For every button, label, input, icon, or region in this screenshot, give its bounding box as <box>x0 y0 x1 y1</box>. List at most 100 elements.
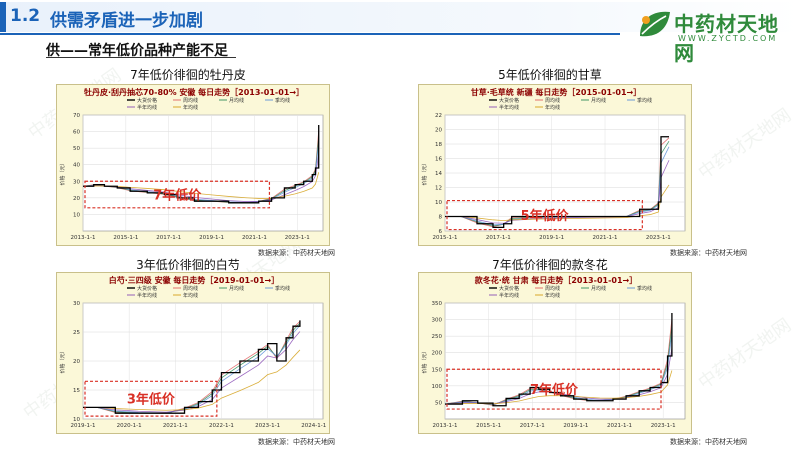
y-tick-label: 200 <box>432 351 443 357</box>
legend-label: 季均线 <box>637 285 652 292</box>
legend-label: 大货价格 <box>499 97 519 104</box>
panel-title-kuandonghua: 7年低价徘徊的款冬花 <box>492 258 608 272</box>
x-tick-label: 2019-1-1 <box>563 423 588 429</box>
y-tick-label: 8 <box>439 215 443 221</box>
source-note: 数据来源：中药材天地网 <box>670 438 747 446</box>
source-note: 数据来源：中药材天地网 <box>258 438 335 446</box>
legend-label: 年均线 <box>545 292 560 299</box>
legend-label: 半年均线 <box>499 292 519 299</box>
x-tick-label: 2015-1-1 <box>476 423 501 429</box>
header-accent-bar <box>0 2 6 32</box>
y-tick-label: 6 <box>439 229 443 235</box>
slide-subtitle: 供——常年低价品种产能不足 <box>46 43 228 59</box>
legend-label: 月均线 <box>591 285 606 292</box>
y-tick-label: 10 <box>435 200 442 206</box>
y-tick-label: 350 <box>432 301 443 307</box>
y-tick-label: 60 <box>73 130 80 136</box>
legend-label: 大货价格 <box>137 285 157 292</box>
panel-title-gancao: 5年低价徘徊的甘草 <box>498 68 602 82</box>
y-tick-label: 16 <box>435 157 442 163</box>
x-tick-label: 2021-1-1 <box>607 423 632 429</box>
legend-label: 周均线 <box>545 97 560 104</box>
price-line <box>83 320 301 414</box>
plot-area <box>444 302 686 420</box>
legend-label: 年均线 <box>545 104 560 111</box>
y-tick-label: 22 <box>435 113 442 119</box>
x-tick-label: 2019-1-1 <box>71 423 96 429</box>
legend-label: 周均线 <box>183 285 198 292</box>
x-tick-label: 2019-1-1 <box>199 235 224 241</box>
chart-baishao: 白芍·三四级 安徽 每日走势［2019-01-01→］ 大货价格 周均线 月均线 季均线… <box>56 272 330 434</box>
average-line <box>445 184 670 222</box>
panel-title-baishao: 3年低价徘徊的白芍 <box>136 258 240 272</box>
brand-logo: 中药材天地网 WWW.ZYCTD.COM <box>636 4 796 65</box>
x-tick-label: 2021-1-1 <box>163 423 188 429</box>
legend-label: 月均线 <box>229 285 244 292</box>
y-tick-label: 100 <box>432 384 443 390</box>
section-number: 1.2 <box>10 6 41 26</box>
average-line <box>83 325 301 414</box>
y-tick-label: 30 <box>73 179 80 185</box>
chart-title: 牡丹皮·刮丹抽芯70-80% 安徽 每日走势［2013-01-01→］ <box>84 87 304 97</box>
x-tick-label: 2023-1-1 <box>285 235 310 241</box>
logo-name: 中药材天地网 <box>674 12 779 65</box>
watermark: 中药材天地网 <box>694 104 796 184</box>
y-tick-label: 10 <box>73 417 80 423</box>
chart-svg-kuandonghua: 款冬花·统 甘肃 每日走势［2013-01-01→］大货价格 周均线 月均线 季均线半… <box>421 275 686 429</box>
legend-label: 半年均线 <box>137 104 157 111</box>
chart-gancao: 甘草·毛草统 新疆 每日走势［2015-01-01→］ 大货价格 周均线 月均线 季均线… <box>418 84 692 246</box>
x-tick-label: 2019-1-1 <box>539 235 564 241</box>
legend-label: 大货价格 <box>499 285 519 292</box>
legend-label: 大货价格 <box>137 97 157 104</box>
low-price-label: 3年低价 <box>127 392 176 408</box>
average-line <box>82 172 320 199</box>
y-tick-label: 50 <box>73 146 80 152</box>
y-tick-label: 150 <box>432 367 443 373</box>
legend-label: 年均线 <box>183 104 198 111</box>
low-price-label: 5年低价 <box>521 208 570 224</box>
x-tick-label: 2024-1-1 <box>301 423 326 429</box>
y-axis-label: 价格（元） <box>59 348 66 373</box>
x-tick-label: 2017-1-1 <box>486 235 511 241</box>
y-tick-label: 20 <box>73 359 80 365</box>
y-tick-label: 300 <box>432 318 443 324</box>
watermark: 中药材天地网 <box>694 314 796 394</box>
x-tick-label: 2023-1-1 <box>646 235 671 241</box>
leaf-icon <box>640 11 670 37</box>
low-price-box <box>84 380 218 417</box>
source-note: 数据来源：中药材天地网 <box>670 249 747 257</box>
header-underline <box>0 33 620 35</box>
y-tick-label: 12 <box>435 186 442 192</box>
x-tick-label: 2021-1-1 <box>242 235 267 241</box>
legend-label: 年均线 <box>183 292 198 299</box>
average-line <box>82 154 320 202</box>
chart-title: 甘草·毛草统 新疆 每日走势［2015-01-01→］ <box>471 87 641 97</box>
section-title: 供需矛盾进一步加剧 <box>50 11 203 31</box>
legend-label: 半年均线 <box>137 292 157 299</box>
x-tick-label: 2015-1-1 <box>433 235 458 241</box>
x-tick-label: 2013-1-1 <box>433 423 458 429</box>
chart-title: 款冬花·统 甘肃 每日走势［2013-01-01→］ <box>475 275 637 285</box>
x-tick-label: 2023-1-1 <box>651 423 676 429</box>
y-axis-label: 价格（元） <box>421 160 428 185</box>
x-tick-label: 2023-1-1 <box>255 423 280 429</box>
low-price-box <box>446 368 662 410</box>
x-tick-label: 2013-1-1 <box>71 235 96 241</box>
chart-svg-baishao: 白芍·三四级 安徽 每日走势［2019-01-01→］大货价格 周均线 月均线 季均线… <box>59 275 326 429</box>
y-tick-label: 20 <box>73 196 80 202</box>
y-tick-label: 250 <box>432 334 443 340</box>
legend-label: 季均线 <box>275 285 290 292</box>
y-tick-label: 15 <box>73 388 80 394</box>
y-tick-label: 20 <box>435 128 442 134</box>
chart-title: 白芍·三四级 安徽 每日走势［2019-01-01→］ <box>109 275 279 285</box>
y-tick-label: 14 <box>435 171 442 177</box>
chart-mudanpi: 牡丹皮·刮丹抽芯70-80% 安徽 每日走势［2013-01-01→］ 大货价格 周… <box>56 84 330 246</box>
x-tick-label: 2017-1-1 <box>520 423 545 429</box>
logo-url: WWW.ZYCTD.COM <box>678 34 778 43</box>
x-tick-label: 2020-1-1 <box>117 423 142 429</box>
y-tick-label: 40 <box>73 163 80 169</box>
legend-label: 周均线 <box>183 97 198 104</box>
low-price-box <box>446 199 643 231</box>
y-tick-label: 25 <box>73 330 80 336</box>
x-tick-label: 2015-1-1 <box>113 235 138 241</box>
